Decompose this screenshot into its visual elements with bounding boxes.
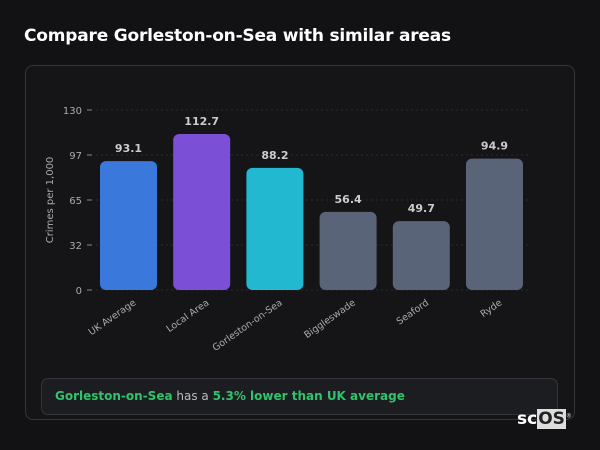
x-tick-label: Gorleston-on-Sea (211, 297, 285, 353)
y-tick-label: 32 (69, 241, 82, 252)
scos-logo: scOS® (517, 409, 572, 429)
data-label: 94.9 (481, 140, 508, 153)
summary-text: has a (172, 389, 213, 403)
y-axis-label: Crimes per 1,000 (45, 157, 56, 244)
bar (100, 161, 157, 290)
page-title: Compare Gorleston-on-Sea with similar ar… (24, 26, 451, 46)
x-tick-label: Biggleswade (302, 297, 358, 341)
data-label: 88.2 (261, 149, 288, 162)
y-tick-label: 97 (69, 151, 82, 162)
bar (319, 211, 377, 290)
y-tick-label: 0 (76, 286, 82, 297)
x-tick-label: Local Area (165, 297, 212, 334)
comparison-summary: Gorleston-on-Sea has a 5.3% lower than U… (41, 378, 558, 415)
bar (466, 158, 523, 290)
data-label: 112.7 (184, 115, 219, 128)
comparison-value: 5.3% lower than UK average (212, 389, 405, 403)
area-name: Gorleston-on-Sea (55, 389, 173, 403)
x-tick-label: UK Average (87, 297, 139, 338)
bar (246, 167, 304, 290)
x-tick-label: Ryde (479, 297, 505, 320)
data-label: 93.1 (115, 142, 142, 155)
bar (173, 133, 231, 290)
y-tick-label: 130 (63, 106, 82, 117)
bar (392, 221, 450, 290)
data-label: 56.4 (335, 193, 362, 206)
data-label: 49.7 (408, 202, 435, 215)
x-tick-label: Seaford (395, 297, 431, 327)
y-tick-label: 65 (69, 196, 82, 207)
